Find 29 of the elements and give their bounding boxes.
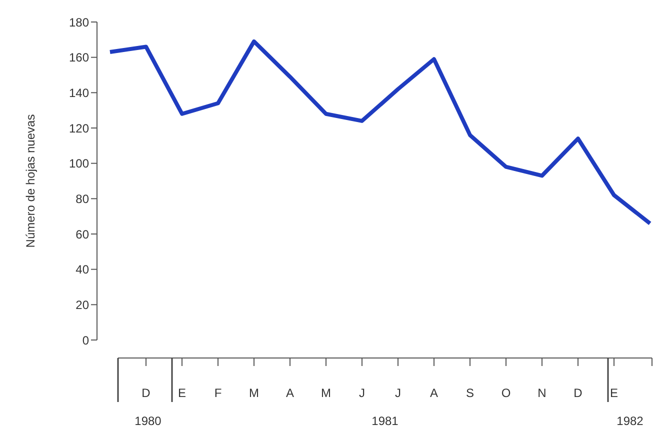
x-tick-label: S (466, 386, 474, 400)
x-tick-label: E (178, 386, 186, 400)
x-tick-label: M (321, 386, 331, 400)
x-tick-label: A (286, 386, 294, 400)
x-tick-label: D (574, 386, 583, 400)
y-tick-label: 160 (68, 50, 90, 65)
y-tick-label: 0 (82, 333, 90, 348)
y-axis-title: Número de hojas nuevas (23, 114, 38, 248)
y-tick-label: 100 (68, 156, 90, 171)
y-tick-label: 80 (76, 192, 90, 206)
x-tick-label: J (395, 386, 401, 400)
text: 1980 (134, 414, 162, 428)
y-tick-label: 120 (68, 121, 90, 136)
y-tick-label: 20 (76, 298, 90, 312)
x-tick-label: M (249, 386, 259, 400)
y-tick-label: 60 (76, 227, 90, 242)
x-tick-label: N (538, 386, 546, 400)
x-tick-label: D (142, 386, 151, 400)
y-tick-label: 40 (76, 262, 90, 277)
x-tick-label: F (214, 386, 222, 400)
text: 1981 (372, 414, 399, 428)
x-tick-label: J (359, 386, 365, 400)
line-series (108, 39, 652, 226)
y-tick-label: 140 (68, 86, 90, 100)
x-tick-label: O (501, 386, 511, 400)
x-tick-label: E (610, 386, 618, 400)
text: 1982 (616, 414, 644, 428)
x-tick-label: A (430, 386, 438, 400)
y-tick-label: 180 (68, 15, 90, 30)
